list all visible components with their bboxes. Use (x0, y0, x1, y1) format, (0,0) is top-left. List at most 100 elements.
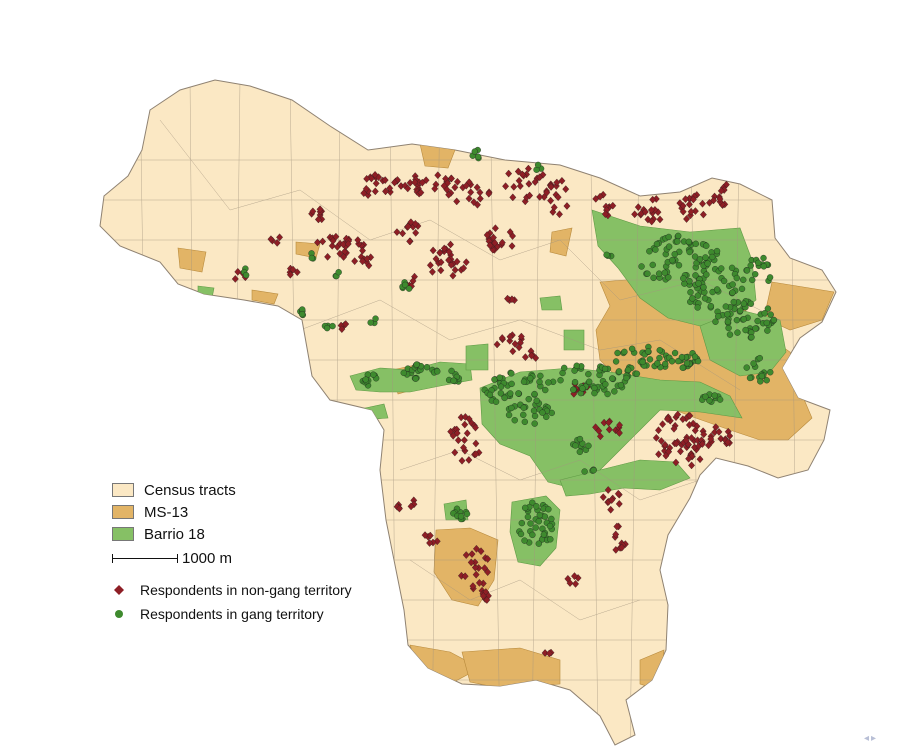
non-gang-respondent-marker (472, 439, 480, 448)
non-gang-respondent-marker (599, 493, 607, 502)
gang-respondent-marker (680, 275, 687, 282)
non-gang-respondent-marker (363, 255, 371, 263)
non-gang-respondent-marker (451, 448, 459, 457)
non-gang-respondent-marker (698, 440, 706, 448)
non-gang-respondent-marker (381, 176, 389, 184)
gang-respondent-marker (683, 360, 691, 367)
gang-respondent-marker (747, 262, 754, 269)
gang-respondent-marker (686, 277, 693, 285)
non-gang-respondent-marker (672, 458, 680, 467)
gang-respondent-marker (491, 376, 498, 383)
gang-respondent-marker (724, 318, 732, 325)
non-gang-respondent-marker (462, 551, 470, 559)
non-gang-respondent-marker (686, 211, 694, 220)
gang-respondent-marker (743, 364, 750, 371)
gang-respondent-marker (534, 161, 542, 169)
gang-respondent-marker (652, 246, 659, 253)
gang-respondent-marker (689, 295, 696, 302)
gang-respondent-marker (590, 467, 597, 474)
non-gang-respondent-marker (596, 192, 604, 201)
gang-respondent-marker (515, 390, 522, 397)
non-gang-respondent-marker (659, 420, 667, 429)
non-gang-respondent-marker (458, 456, 466, 465)
non-gang-respondent-marker (689, 195, 697, 204)
gang-respondent-marker (611, 388, 618, 395)
barrio18-zone-small6 (465, 343, 489, 371)
gang-respondent-marker (518, 519, 525, 527)
non-gang-respondent-marker (547, 183, 555, 191)
non-gang-respondent-marker (472, 450, 480, 458)
gang-respondent-marker (585, 442, 592, 449)
gang-respondent-marker (704, 260, 711, 267)
nav-left-arrow-icon[interactable]: ◂ (863, 733, 871, 744)
non-gang-respondent-marker (391, 178, 398, 187)
non-gang-respondent-marker (465, 194, 473, 203)
gang-respondent-marker (531, 412, 539, 420)
gang-respondent-marker (687, 289, 694, 296)
gang-respondent-marker (537, 372, 544, 380)
non-gang-respondent-marker (462, 181, 470, 190)
gang-respondent-marker (729, 289, 736, 296)
gang-respondent-marker (692, 240, 699, 247)
non-gang-respondent-marker (481, 564, 489, 572)
non-gang-respondent-marker (463, 429, 471, 438)
nav-right-arrow-icon[interactable]: ▸ (870, 733, 878, 744)
gang-respondent-marker (709, 253, 716, 261)
non-gang-respondent-marker (539, 170, 547, 179)
census-tract-swatch-icon (112, 483, 134, 497)
gang-respondent-marker (474, 153, 482, 160)
gang-respondent-marker (576, 435, 584, 443)
non-gang-respondent-marker (661, 440, 669, 449)
non-gang-respondent-marker (434, 171, 442, 180)
non-gang-respondent-marker (541, 649, 549, 657)
legend-item-non-gang: Respondents in non-gang territory (112, 580, 352, 600)
barrio18-zone-east (699, 309, 787, 377)
non-gang-respondent-marker (655, 426, 662, 435)
non-gang-respondent-marker (528, 351, 535, 360)
diamond-marker-icon (112, 583, 126, 597)
gang-respondent-marker (654, 360, 661, 367)
non-gang-respondent-marker (431, 184, 439, 193)
gang-respondent-marker (533, 397, 540, 404)
non-gang-respondent-marker (491, 239, 499, 247)
non-gang-respondent-marker (687, 207, 695, 216)
gang-respondent-marker (661, 269, 668, 276)
legend-item-scale: 1000 m (112, 548, 232, 568)
non-gang-respondent-marker (410, 500, 418, 509)
legend-label-census-tracts: Census tracts (144, 481, 236, 499)
gang-respondent-marker (540, 531, 548, 538)
non-gang-respondent-marker (342, 320, 350, 328)
gang-respondent-marker (543, 413, 550, 421)
gang-respondent-marker (434, 368, 441, 375)
gang-respondent-marker (530, 407, 538, 414)
non-gang-respondent-marker (433, 537, 441, 546)
non-gang-respondent-marker (447, 261, 455, 269)
non-gang-respondent-marker (547, 196, 555, 205)
non-gang-respondent-marker (509, 347, 517, 356)
gang-respondent-marker (714, 313, 722, 320)
non-gang-respondent-marker (354, 236, 362, 244)
slide-nav-arrows[interactable]: ◂▸ (864, 733, 878, 744)
non-gang-respondent-marker (289, 265, 297, 274)
gang-respondent-marker (749, 276, 756, 284)
gang-respondent-marker (716, 396, 724, 403)
non-gang-respondent-marker (453, 429, 461, 438)
gang-respondent-marker (760, 254, 767, 262)
gang-respondent-marker (720, 277, 728, 285)
non-gang-respondent-marker (699, 210, 707, 219)
non-gang-respondent-marker (656, 215, 664, 224)
gang-respondent-marker (649, 261, 656, 269)
gang-respondent-marker (757, 378, 764, 385)
non-gang-respondent-marker (674, 410, 682, 419)
gang-respondent-marker (529, 531, 536, 539)
barrio18-swatch-icon (112, 527, 134, 541)
gang-respondent-marker (711, 392, 718, 399)
non-gang-respondent-marker (339, 240, 347, 249)
gang-respondent-marker (531, 390, 538, 398)
gang-respondent-marker (614, 349, 621, 357)
gang-respondent-marker (367, 319, 374, 326)
gang-respondent-marker (740, 276, 747, 284)
gang-respondent-marker (621, 348, 628, 356)
non-gang-respondent-marker (460, 264, 468, 272)
gang-respondent-marker (671, 251, 678, 258)
